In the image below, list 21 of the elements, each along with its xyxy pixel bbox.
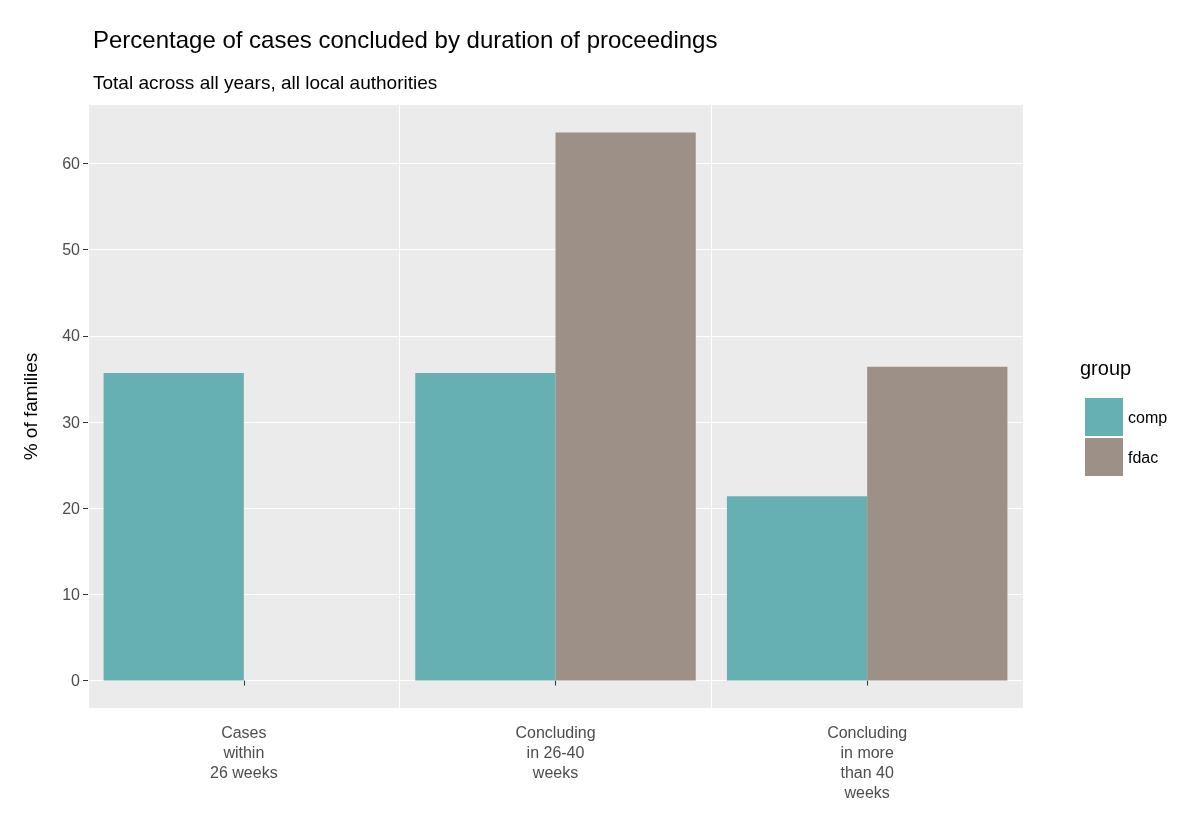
x-tick-label: Concluding in more than 40 weeks <box>827 723 908 801</box>
y-tick-label: 40 <box>62 327 81 345</box>
bar <box>555 132 696 681</box>
y-tick-label: 50 <box>62 241 81 259</box>
chart-subtitle: Total across all years, all local authorities <box>93 72 438 93</box>
bar <box>726 496 868 681</box>
y-tick-label: 10 <box>62 585 81 603</box>
chart-title: Percentage of cases concluded by duration of proceedings <box>93 25 718 53</box>
bar <box>415 372 556 681</box>
y-axis-title: % of families <box>20 352 41 461</box>
y-tick-label: 0 <box>71 672 81 690</box>
x-tick-label: Concluding in 26-40 weeks <box>515 723 596 781</box>
legend-label: fdac <box>1128 448 1159 466</box>
legend-title: group <box>1080 357 1132 379</box>
legend-label: comp <box>1128 408 1168 426</box>
bar <box>867 366 1008 681</box>
y-tick-label: 30 <box>62 413 81 431</box>
y-tick-label: 20 <box>62 499 81 517</box>
bar <box>103 372 244 681</box>
y-tick-label: 60 <box>62 154 81 172</box>
x-tick-label: Cases within 26 weeks <box>210 723 278 781</box>
